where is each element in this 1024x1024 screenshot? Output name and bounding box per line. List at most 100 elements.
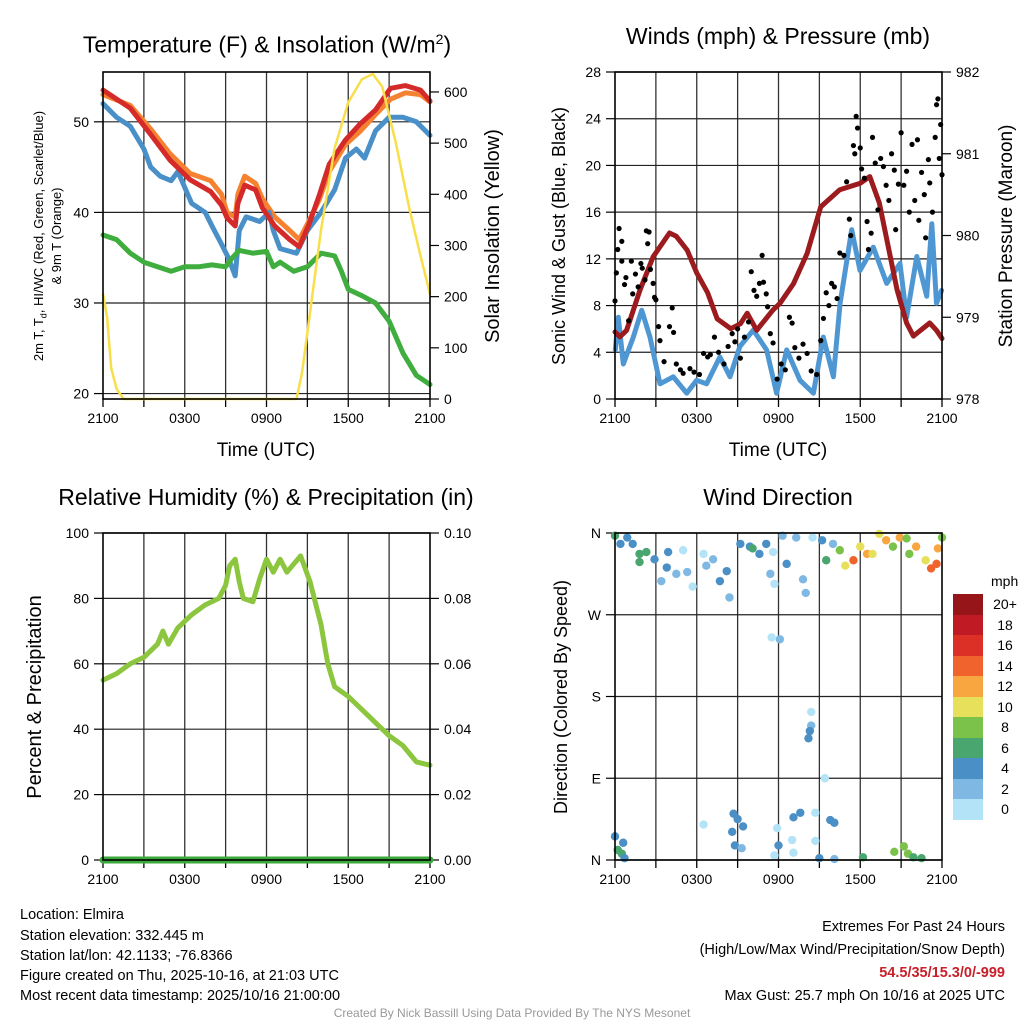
direction-point bbox=[628, 539, 637, 549]
winds-x-label: Time (UTC) bbox=[728, 440, 828, 461]
plot-border bbox=[102, 532, 431, 861]
direction-point bbox=[808, 533, 817, 542]
gust-point bbox=[898, 130, 904, 136]
direction-point bbox=[768, 547, 778, 557]
figure-created-text: Figure created on Thu, 2025-10-16, at 21… bbox=[20, 968, 339, 984]
direction-point bbox=[890, 847, 899, 857]
direction-point bbox=[766, 569, 775, 579]
gust-point bbox=[623, 274, 629, 281]
colorbar-swatch bbox=[953, 594, 983, 615]
y2-tick-label: 980 bbox=[956, 228, 980, 244]
direction-point bbox=[616, 539, 625, 549]
y2-tick-label: 0 bbox=[444, 391, 452, 407]
direction-chart-title: Wind Direction bbox=[703, 484, 853, 510]
direction-point bbox=[849, 556, 858, 565]
direction-point bbox=[789, 813, 798, 822]
gust-point bbox=[921, 192, 927, 198]
y2-tick-label: 982 bbox=[956, 64, 980, 80]
gust-point bbox=[707, 352, 713, 358]
gust-point bbox=[741, 334, 748, 340]
y-tick-label: 4 bbox=[593, 344, 601, 360]
direction-point bbox=[830, 818, 839, 827]
direction-point bbox=[932, 559, 941, 569]
colorbar-label: 12 bbox=[997, 678, 1013, 694]
direction-point bbox=[792, 533, 801, 542]
gust-point bbox=[831, 284, 837, 290]
series-sonic-wind bbox=[612, 221, 945, 396]
colorbar-label: 8 bbox=[1001, 719, 1009, 735]
colorbar-swatch bbox=[953, 737, 983, 759]
y2-tick-label: 300 bbox=[444, 237, 468, 253]
direction-point bbox=[772, 824, 782, 833]
gust-point bbox=[872, 160, 878, 166]
direction-point bbox=[805, 726, 815, 736]
direction-point bbox=[702, 561, 711, 570]
gust-point bbox=[632, 271, 639, 277]
gust-point bbox=[826, 302, 832, 309]
direction-point bbox=[663, 547, 673, 557]
direction-point bbox=[770, 579, 779, 589]
gust-point bbox=[859, 166, 865, 172]
gust-point bbox=[646, 229, 652, 235]
colorbar-label: 14 bbox=[997, 657, 1013, 674]
x-tick-label: 0300 bbox=[681, 410, 712, 426]
humidity-chart-title: Relative Humidity (%) & Precipitation (i… bbox=[58, 484, 474, 510]
gust-point bbox=[721, 361, 727, 367]
direction-point bbox=[888, 542, 898, 551]
direction-point bbox=[635, 549, 644, 559]
x-tick-label: 1500 bbox=[845, 410, 876, 426]
y-tick-label: 20 bbox=[73, 386, 89, 402]
gust-point bbox=[711, 334, 718, 340]
gust-point bbox=[796, 355, 802, 361]
plot-border bbox=[614, 71, 943, 400]
gust-point bbox=[925, 156, 931, 163]
y-tick-label: 100 bbox=[66, 525, 90, 541]
gust-point bbox=[893, 227, 899, 233]
gust-point bbox=[891, 167, 897, 173]
gust-point bbox=[756, 280, 763, 286]
direction-point bbox=[933, 544, 943, 553]
direction-point bbox=[821, 556, 831, 565]
gust-point bbox=[829, 280, 835, 286]
gust-point bbox=[888, 151, 895, 157]
direction-point bbox=[868, 549, 877, 559]
direction-point bbox=[708, 555, 718, 564]
gust-point bbox=[804, 350, 810, 357]
gust-point bbox=[844, 179, 850, 185]
colorbar-label: 16 bbox=[997, 637, 1013, 653]
plot-border bbox=[614, 532, 943, 861]
y-tick-label: 60 bbox=[73, 656, 89, 672]
y2-tick-label: 979 bbox=[956, 309, 980, 325]
gust-point bbox=[735, 326, 741, 332]
colorbar-swatch bbox=[953, 778, 983, 800]
direction-point bbox=[736, 539, 745, 549]
y2-tick-label: 978 bbox=[956, 391, 980, 407]
gust-point bbox=[619, 258, 625, 264]
gust-point bbox=[914, 137, 921, 143]
direction-point bbox=[657, 576, 666, 586]
gust-point bbox=[765, 304, 771, 310]
direction-point bbox=[620, 853, 629, 863]
direction-point bbox=[841, 561, 850, 570]
y-tick-label: 40 bbox=[73, 721, 89, 737]
direction-point bbox=[902, 534, 911, 543]
x-tick-label: 1500 bbox=[845, 871, 876, 887]
direction-point bbox=[770, 851, 779, 860]
direction-point bbox=[835, 546, 845, 555]
gust-point bbox=[666, 323, 673, 330]
temperature-y-label: 2m T, Td, HI/WC (Red, Green, Scarlet/Blu… bbox=[31, 110, 64, 362]
gust-point bbox=[653, 297, 659, 303]
gust-point bbox=[853, 113, 859, 119]
gust-point bbox=[820, 315, 827, 322]
x-tick-label: 0900 bbox=[251, 410, 282, 426]
direction-point bbox=[811, 808, 820, 817]
gust-point bbox=[673, 361, 679, 367]
direction-point bbox=[875, 529, 884, 539]
gust-point bbox=[852, 151, 858, 157]
gust-point bbox=[878, 155, 884, 162]
elevation-text: Station elevation: 332.445 m bbox=[20, 928, 204, 944]
direction-point bbox=[727, 827, 737, 837]
y-tick-label: 0 bbox=[593, 391, 601, 407]
gust-point bbox=[635, 284, 641, 290]
gust-point bbox=[748, 269, 754, 275]
